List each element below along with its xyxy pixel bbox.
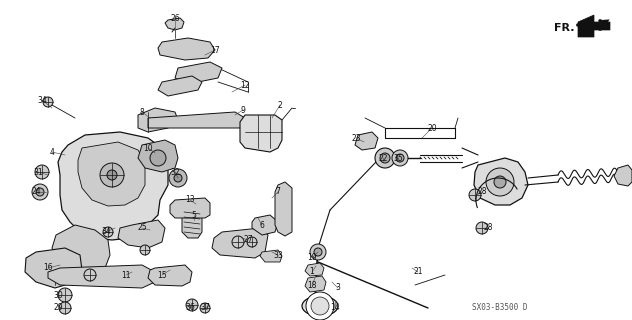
Polygon shape xyxy=(138,140,178,172)
Polygon shape xyxy=(138,108,178,132)
Text: 31: 31 xyxy=(33,167,43,177)
Circle shape xyxy=(58,288,72,302)
Polygon shape xyxy=(170,198,210,218)
Text: 18: 18 xyxy=(307,281,317,290)
Text: 8: 8 xyxy=(140,108,144,116)
Text: SX03-B3500 D: SX03-B3500 D xyxy=(472,303,528,313)
Polygon shape xyxy=(58,132,168,240)
Circle shape xyxy=(232,236,244,248)
Text: 34: 34 xyxy=(101,228,111,236)
Text: 1: 1 xyxy=(310,268,314,276)
Text: 19: 19 xyxy=(307,253,317,262)
Text: 27: 27 xyxy=(243,236,253,244)
Text: 16: 16 xyxy=(43,263,53,273)
Text: 22: 22 xyxy=(378,154,388,163)
Text: 12: 12 xyxy=(240,81,250,90)
Circle shape xyxy=(486,168,514,196)
Polygon shape xyxy=(212,228,268,258)
Circle shape xyxy=(392,150,408,166)
Text: 34: 34 xyxy=(37,95,47,105)
Polygon shape xyxy=(148,265,192,286)
Polygon shape xyxy=(182,208,202,238)
Circle shape xyxy=(306,292,334,320)
Polygon shape xyxy=(175,62,222,84)
Text: 4: 4 xyxy=(49,148,54,156)
Text: FR.: FR. xyxy=(554,23,575,33)
Text: 29: 29 xyxy=(53,303,63,313)
Polygon shape xyxy=(78,142,145,206)
Text: 3: 3 xyxy=(336,284,341,292)
Circle shape xyxy=(84,269,96,281)
Circle shape xyxy=(469,189,481,201)
Polygon shape xyxy=(275,182,292,236)
Polygon shape xyxy=(614,165,632,186)
Circle shape xyxy=(311,297,329,315)
Text: 7: 7 xyxy=(276,188,281,196)
Circle shape xyxy=(43,97,53,107)
Circle shape xyxy=(103,227,113,237)
Text: 17: 17 xyxy=(210,45,220,54)
Circle shape xyxy=(169,169,187,187)
Circle shape xyxy=(100,163,124,187)
Text: 30: 30 xyxy=(53,291,63,300)
Text: 37: 37 xyxy=(200,303,210,313)
Circle shape xyxy=(107,170,117,180)
Polygon shape xyxy=(474,158,528,205)
Circle shape xyxy=(32,184,48,200)
Ellipse shape xyxy=(302,296,338,316)
Polygon shape xyxy=(260,250,282,262)
Circle shape xyxy=(247,237,257,247)
Circle shape xyxy=(200,303,210,313)
Circle shape xyxy=(35,165,49,179)
Polygon shape xyxy=(305,276,326,292)
Circle shape xyxy=(396,154,404,162)
Polygon shape xyxy=(165,18,184,30)
Text: 9: 9 xyxy=(241,106,245,115)
Circle shape xyxy=(494,176,506,188)
Text: 14: 14 xyxy=(330,303,340,313)
Polygon shape xyxy=(252,215,278,235)
Polygon shape xyxy=(148,112,245,128)
Text: 5: 5 xyxy=(191,211,197,220)
Polygon shape xyxy=(355,132,378,150)
Text: 11: 11 xyxy=(121,270,131,279)
Circle shape xyxy=(150,150,166,166)
Circle shape xyxy=(476,222,488,234)
Polygon shape xyxy=(118,220,165,248)
Text: 26: 26 xyxy=(170,13,180,22)
Polygon shape xyxy=(158,38,215,60)
Text: 33: 33 xyxy=(273,251,283,260)
Circle shape xyxy=(314,248,322,256)
Text: 15: 15 xyxy=(157,270,167,279)
Polygon shape xyxy=(48,265,155,288)
Text: 24: 24 xyxy=(31,188,41,196)
Text: 20: 20 xyxy=(427,124,437,132)
Polygon shape xyxy=(52,225,110,275)
Text: 13: 13 xyxy=(185,196,195,204)
Text: 32: 32 xyxy=(170,167,180,177)
Circle shape xyxy=(59,302,71,314)
Text: 36: 36 xyxy=(185,303,195,313)
Text: 6: 6 xyxy=(260,220,264,229)
Circle shape xyxy=(380,153,390,163)
Text: 25: 25 xyxy=(137,223,147,233)
Text: 21: 21 xyxy=(413,268,423,276)
Circle shape xyxy=(186,299,198,311)
Text: 2: 2 xyxy=(277,100,283,109)
Text: 10: 10 xyxy=(143,143,153,153)
Polygon shape xyxy=(240,115,282,152)
Polygon shape xyxy=(578,15,610,37)
Circle shape xyxy=(140,245,150,255)
Circle shape xyxy=(36,188,44,196)
Polygon shape xyxy=(25,248,82,288)
Circle shape xyxy=(174,174,182,182)
Polygon shape xyxy=(158,76,202,96)
Circle shape xyxy=(375,148,395,168)
Text: 35: 35 xyxy=(393,154,403,163)
Text: 23: 23 xyxy=(351,133,361,142)
Text: 28: 28 xyxy=(477,188,487,196)
Circle shape xyxy=(310,244,326,260)
Text: 28: 28 xyxy=(483,223,493,233)
Polygon shape xyxy=(305,263,324,276)
